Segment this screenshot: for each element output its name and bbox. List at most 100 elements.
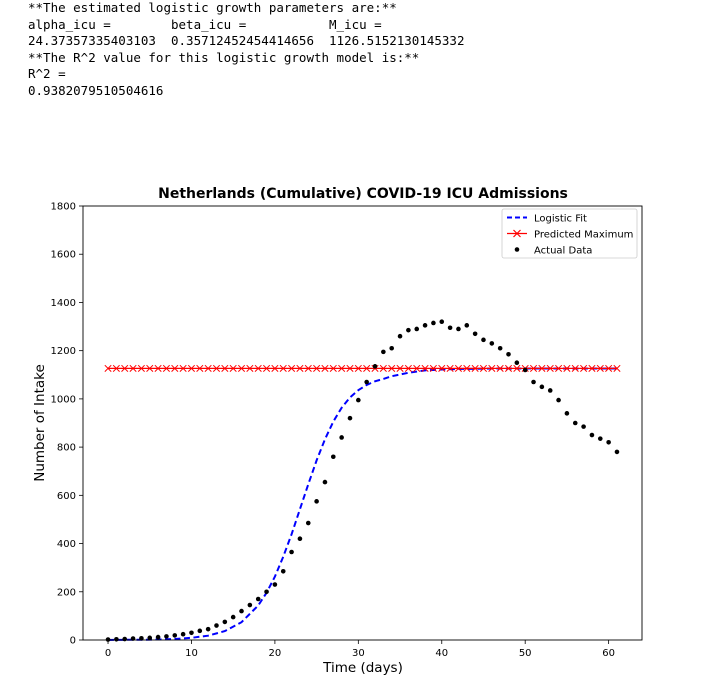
actual-data-point: [322, 479, 328, 485]
predicted-maximum-marker: [154, 364, 162, 372]
predicted-maximum-marker: [179, 364, 187, 372]
predicted-maximum-marker: [271, 364, 279, 372]
predicted-maximum-marker: [313, 364, 321, 372]
y-tick-label: 0: [70, 636, 76, 647]
predicted-maximum-marker: [538, 364, 546, 372]
actual-data-point: [381, 349, 386, 355]
actual-data-point: [339, 435, 344, 440]
predicted-maximum-marker: [254, 364, 262, 372]
actual-data-point: [539, 384, 545, 390]
legend: Logistic Fit Predicted Maximum Actual Da…: [501, 208, 638, 259]
actual-data-point: [239, 608, 244, 614]
actual-data-point: [589, 432, 595, 438]
actual-data-point: [497, 345, 503, 351]
x-tick-label: 40: [435, 648, 448, 659]
actual-data-point: [447, 325, 453, 331]
actual-data-point: [289, 549, 294, 555]
predicted-maximum-marker: [304, 364, 312, 372]
actual-data-point: [164, 634, 169, 639]
actual-data-point: [464, 323, 470, 328]
output-line: **The R^2 value for this logistic growth…: [28, 49, 420, 65]
legend-actual-data-marker: [514, 247, 520, 252]
actual-data-point: [230, 614, 236, 620]
legend-logistic-fit-label: Logistic Fit: [534, 214, 587, 225]
predicted-maximum-marker: [613, 364, 621, 372]
output-line: alpha_icu = beta_icu = M_icu =: [28, 16, 382, 32]
predicted-maximum-marker: [121, 364, 129, 372]
actual-data-point: [297, 536, 303, 542]
actual-data-point: [606, 439, 611, 445]
predicted-maximum-marker: [354, 364, 362, 372]
actual-data-point: [572, 420, 578, 426]
predicted-maximum-marker: [413, 364, 421, 372]
actual-data-point: [364, 379, 369, 385]
predicted-maximum-marker: [379, 364, 387, 372]
predicted-maximum-marker: [588, 364, 596, 372]
predicted-maximum-marker: [454, 364, 463, 372]
predicted-maximum-marker: [246, 364, 254, 372]
output-line: **The estimated logistic growth paramete…: [28, 0, 397, 15]
chart-title: Netherlands (Cumulative) COVID-19 ICU Ad…: [158, 186, 568, 202]
notebook-output: **The estimated logistic growth paramete…: [28, 0, 465, 99]
actual-data-point: [280, 568, 286, 574]
actual-data-point: [414, 326, 420, 332]
chart: Netherlands (Cumulative) COVID-19 ICU Ad…: [32, 186, 643, 676]
predicted-maximum-marker: [438, 364, 446, 372]
actual-data-point: [614, 449, 620, 455]
actual-data-point: [564, 411, 570, 416]
actual-data-point: [122, 636, 128, 642]
actual-data-point: [197, 628, 203, 634]
actual-data-point: [556, 397, 561, 403]
actual-data-point: [155, 634, 161, 640]
x-tick-label: 10: [185, 648, 198, 659]
actual-data-point: [356, 397, 361, 403]
actual-data-point: [406, 327, 411, 333]
predicted-maximum-marker: [279, 364, 287, 372]
plot-area: [104, 319, 621, 642]
predicted-maximum-marker: [346, 364, 354, 372]
predicted-maximum-marker: [187, 364, 196, 372]
x-tick-label: 0: [105, 648, 111, 659]
predicted-maximum-marker: [237, 364, 246, 372]
actual-data-point: [506, 351, 511, 357]
predicted-maximum-marker: [262, 364, 271, 372]
predicted-maximum-marker: [137, 364, 145, 372]
output-line: R^2 =: [28, 66, 66, 81]
predicted-maximum-marker: [421, 364, 429, 372]
actual-data-point: [439, 319, 445, 325]
predicted-maximum-marker: [321, 364, 329, 372]
plot-frame: [82, 205, 643, 641]
actual-data-point: [531, 379, 536, 385]
actual-data-point: [189, 630, 194, 636]
actual-data-point: [205, 626, 211, 632]
predicted-maximum-marker: [221, 364, 229, 372]
y-tick-label: 1200: [51, 346, 76, 357]
predicted-maximum-marker: [396, 364, 404, 372]
actual-data-point: [489, 341, 495, 346]
predicted-maximum-marker: [571, 364, 579, 372]
predicted-maximum-marker: [146, 364, 154, 372]
actual-data-point: [114, 636, 119, 642]
axes: 0 10 20 30 40 50 60020040060080010001200140016…: [51, 202, 615, 660]
predicted-maximum-marker: [404, 364, 412, 372]
actual-data-point: [214, 623, 219, 628]
legend-predicted-max-marker: [513, 229, 521, 238]
legend-box: [501, 208, 638, 259]
actual-data-point: [247, 602, 253, 608]
predicted-maximum-marker: [162, 364, 170, 372]
actual-data-point: [514, 360, 520, 366]
actual-data-point: [172, 633, 178, 638]
actual-data-point: [105, 637, 111, 642]
predicted-maximum-marker: [580, 364, 588, 372]
actual-data-point: [272, 582, 278, 587]
x-tick-label: 30: [352, 648, 365, 659]
predicted-maximum-marker: [338, 364, 346, 372]
actual-data-point: [222, 619, 228, 625]
predicted-maximum-marker: [204, 364, 212, 372]
actual-data-point: [372, 364, 378, 369]
actual-data-point: [431, 320, 436, 326]
predicted-maximum-marker: [288, 364, 296, 372]
y-tick-label: 200: [57, 587, 76, 598]
predicted-maximum-marker: [563, 364, 571, 372]
predicted-maximum-marker: [504, 364, 513, 372]
